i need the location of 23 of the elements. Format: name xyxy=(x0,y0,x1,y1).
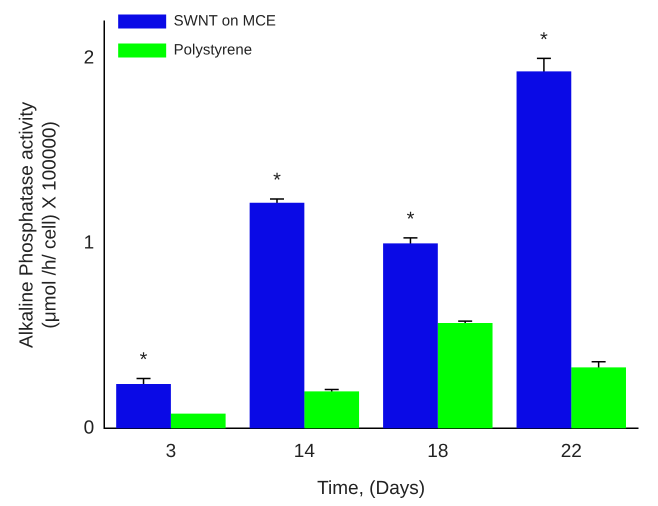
y-axis-title: Alkaline Phosphatase activity (μmol /h/ cell) X 100000) xyxy=(16,101,60,348)
y-tick-label: 1 xyxy=(84,232,94,254)
x-tick-label: 14 xyxy=(294,441,316,462)
annotation: * xyxy=(273,170,282,192)
annotation: * xyxy=(540,28,548,51)
bar xyxy=(170,414,226,428)
bar xyxy=(571,367,626,428)
x-axis-title: Time, (Days) xyxy=(317,478,426,499)
x-tick-label: 18 xyxy=(427,441,448,462)
x-tick-label: 3 xyxy=(166,441,176,462)
bar xyxy=(116,384,171,428)
bar xyxy=(304,391,360,428)
bar xyxy=(438,322,493,428)
legend-label: Polystyrene xyxy=(174,42,252,59)
legend-label: SWNT on MCE xyxy=(174,12,276,30)
annotation: * xyxy=(406,208,415,230)
bar xyxy=(250,202,304,428)
x-tick-label: 22 xyxy=(560,441,582,462)
bar xyxy=(383,243,438,428)
y-tick-label: 0 xyxy=(84,418,94,439)
annotation: * xyxy=(140,348,148,371)
bar xyxy=(516,71,572,428)
y-tick-label: 2 xyxy=(84,48,94,69)
